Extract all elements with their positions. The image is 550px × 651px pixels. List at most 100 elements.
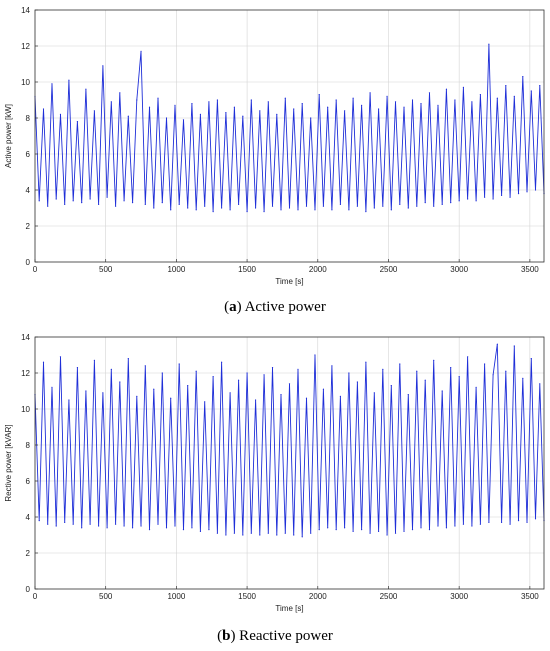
active-point-36 [187,207,189,209]
active-point-67 [318,94,320,96]
reactive-point-89 [411,529,414,531]
reactive-point-19 [114,523,117,525]
reactive-point-7 [64,521,66,523]
active-point-24 [136,99,138,101]
active-point-19 [114,205,117,207]
active-point-115 [522,76,524,78]
reactive-point-73 [344,527,346,529]
active-xtick-label-6: 3000 [450,265,468,274]
active-point-7 [64,203,66,205]
active-point-29 [157,97,159,99]
reactive-point-1 [38,520,40,522]
reactive-point-9 [72,523,74,525]
reactive-point-75 [352,530,354,532]
reactive-point-109 [496,343,498,345]
reactive-point-113 [513,345,515,347]
reactive-point-16 [102,392,104,394]
reactive-point-55 [267,532,269,534]
active-point-47 [233,106,235,108]
reactive-point-98 [450,367,452,369]
reactive-xtick-label-5: 2500 [380,592,398,601]
reactive-point-90 [416,370,418,372]
reactive-point-42 [212,376,214,378]
active-point-97 [445,88,448,90]
active-point-13 [89,198,91,200]
active-point-77 [361,104,363,106]
reactive-point-5 [55,525,57,527]
active-point-18 [110,101,112,103]
reactive-point-27 [148,529,151,531]
active-point-21 [123,200,125,202]
reactive-point-82 [382,368,384,370]
active-point-101 [462,86,465,88]
active-point-91 [420,103,422,105]
active-ytick-label-7: 14 [21,6,30,15]
reactive-point-69 [327,527,329,529]
reactive-point-72 [339,395,341,397]
reactive-point-35 [182,529,185,531]
reactive-xtick-label-1: 500 [99,592,113,601]
active-point-65 [310,117,312,119]
reactive-xtick-label-2: 1000 [167,592,185,601]
reactive-point-24 [136,395,138,397]
reactive-point-119 [539,383,541,385]
caption-b-open: ( [217,628,223,644]
active-point-34 [178,203,180,205]
active-point-80 [373,207,375,209]
active-ytick-label-0: 0 [26,258,31,267]
reactive-point-11 [81,527,83,529]
reactive-point-114 [517,520,520,522]
active-xtick-label-4: 2000 [309,265,327,274]
reactive-point-88 [407,394,409,396]
active-xtick-label-7: 3500 [521,265,539,274]
reactive-point-106 [484,363,486,365]
active-point-57 [276,113,278,115]
reactive-point-70 [331,365,333,367]
active-ytick-label-3: 6 [26,150,31,159]
reactive-power-chart: 0 500 1000 1500 2000 2500 3000 3500 0 2 4 6 8 10 12 14 T… [0,327,550,619]
reactive-point-21 [123,525,125,527]
reactive-point-78 [365,361,367,363]
reactive-point-49 [242,534,244,536]
active-point-17 [106,196,108,198]
active-ylabel: Active power [kW] [4,104,13,168]
active-point-92 [424,202,426,204]
reactive-point-81 [377,530,380,532]
reactive-ytick-label-2: 4 [26,513,31,522]
reactive-ytick-label-7: 14 [21,333,30,342]
reactive-point-104 [475,386,477,388]
reactive-point-65 [310,532,312,534]
reactive-point-115 [522,377,524,379]
reactive-point-28 [153,388,155,390]
active-point-70 [331,209,333,211]
active-point-35 [182,119,185,121]
active-point-106 [484,196,486,198]
reactive-xlabel: Time [s] [275,604,303,613]
active-point-69 [327,106,329,108]
reactive-ytick-label-4: 8 [26,441,31,450]
reactive-point-86 [399,363,401,365]
reactive-point-43 [216,532,218,534]
reactive-ytick-label-3: 6 [26,477,31,486]
reactive-point-74 [348,372,350,374]
active-point-52 [254,207,257,209]
active-xtick-label-1: 500 [99,265,113,274]
reactive-point-84 [390,385,392,387]
active-point-86 [399,203,401,205]
reactive-point-94 [433,359,435,361]
reactive-point-20 [119,381,121,383]
reactive-point-62 [297,368,299,370]
reactive-point-34 [178,363,180,365]
reactive-xtick-label-3: 1500 [238,592,256,601]
active-xtick-label-0: 0 [33,265,38,274]
active-point-76 [356,205,358,207]
reactive-point-14 [93,359,95,361]
active-point-50 [246,211,248,213]
active-point-11 [81,202,83,204]
reactive-point-25 [140,525,142,527]
reactive-point-79 [369,532,371,534]
reactive-xtick-label-6: 3000 [450,592,468,601]
active-point-27 [148,106,151,108]
reactive-point-17 [106,527,108,529]
reactive-point-95 [437,525,439,527]
